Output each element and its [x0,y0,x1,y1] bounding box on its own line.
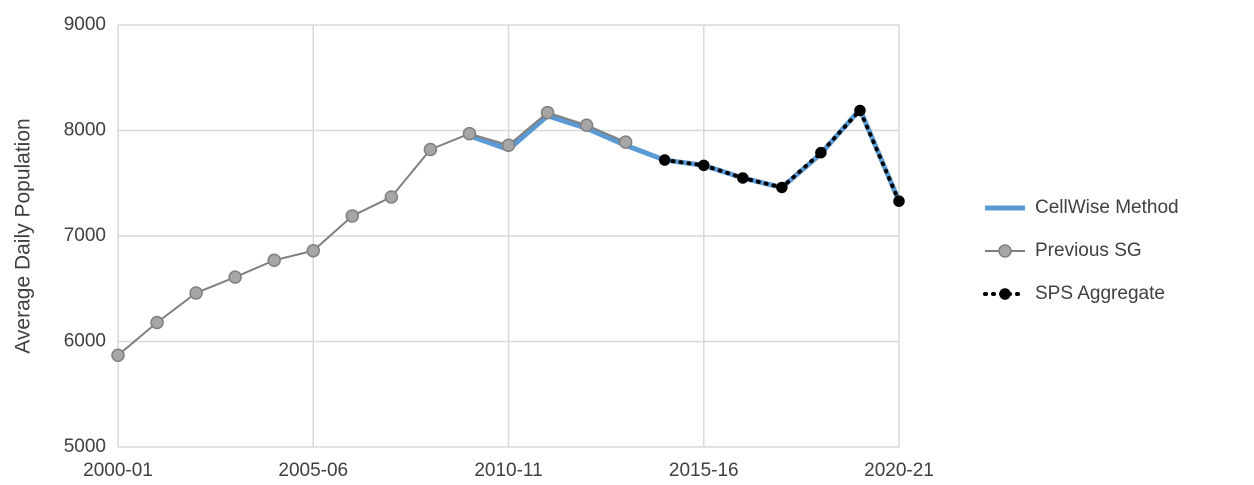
data-point [345,209,360,223]
data-point [618,135,633,149]
x-tick-label: 2015-16 [669,460,739,481]
data-point [150,315,164,330]
y-tick-label: 8000 [64,120,106,141]
series-line [117,111,627,356]
data-point [111,348,125,362]
data-point [579,118,594,132]
x-tick-label: 2005-06 [278,460,348,481]
legend-label: SPS Aggregate [1035,283,1165,304]
data-point [423,142,438,157]
data-point [737,172,749,184]
data-point [893,195,905,207]
data-point [384,190,399,204]
data-point [854,104,866,117]
y-tick-label: 6000 [64,331,106,352]
legend-marker [998,244,1012,258]
data-point [776,181,788,194]
data-point [306,244,320,258]
legend-label: Previous SG [1035,240,1142,261]
y-axis-label: Average Daily Population [12,118,35,353]
legend-marker [999,288,1011,300]
data-point [501,138,516,153]
x-tick-label: 2010-11 [474,460,542,481]
data-point [815,146,827,159]
y-tick-label: 5000 [64,436,106,457]
x-tick-label: 2000-01 [83,460,153,481]
data-point [267,253,281,268]
data-point [658,154,671,166]
y-tick-label: 7000 [64,225,106,246]
series-line [468,106,902,203]
data-point [540,105,555,120]
legend-label: CellWise Method [1035,197,1179,218]
data-point [228,270,242,284]
data-point [462,126,477,141]
data-point [698,159,710,172]
x-tick-label: 2020-21 [864,460,934,481]
data-point [189,286,203,300]
y-tick-label: 9000 [64,14,106,35]
